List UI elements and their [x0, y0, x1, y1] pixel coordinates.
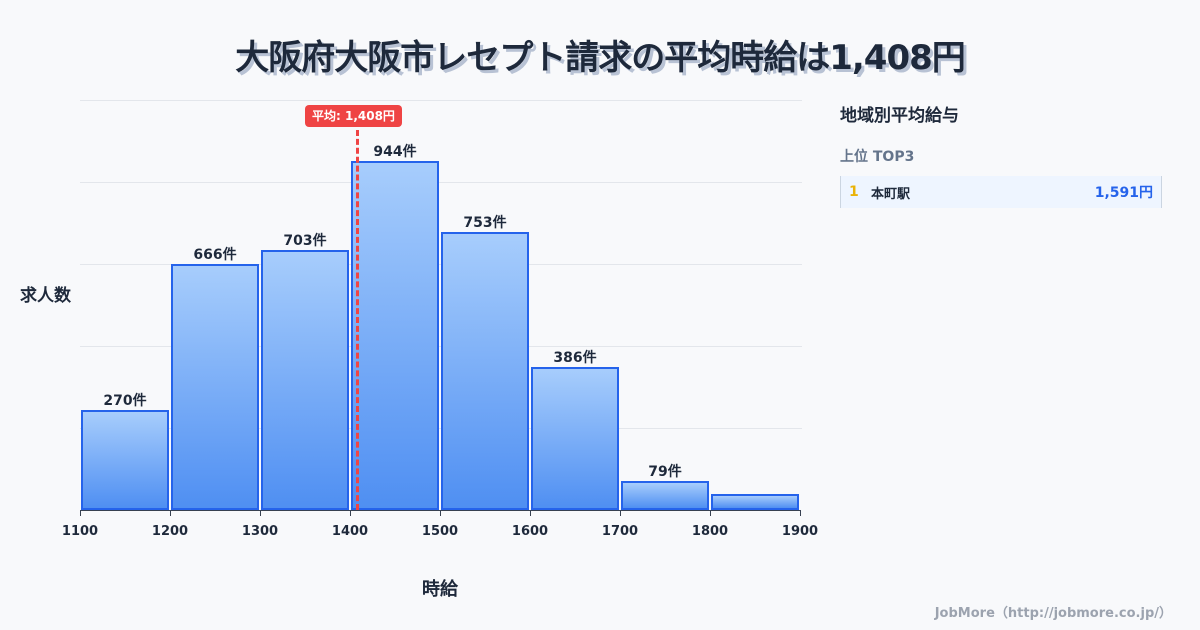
bar-value-label: 944件: [373, 144, 417, 161]
bar-value-label: 79件: [648, 463, 682, 480]
x-tick: [440, 510, 441, 516]
rank-salary-value: 1,591円: [1094, 185, 1153, 201]
average-badge: 平均: 1,408円: [305, 105, 402, 127]
x-tick: [260, 510, 261, 516]
bar-value-label: 753件: [463, 214, 507, 231]
panel-subtitle: 上位 TOP3: [840, 149, 915, 165]
regional-salary-panel: 地域別平均給与 上位 TOP3 1 本町駅 1,591円: [840, 100, 1162, 208]
bar-value-label: 666件: [193, 247, 237, 263]
x-tick-label: 1200: [151, 524, 189, 539]
x-tick: [350, 510, 351, 516]
page-title: 大阪府大阪市レセプト請求の平均時給は1,408円: [235, 38, 966, 78]
histogram-bar: [351, 161, 439, 510]
histogram-bar: [441, 231, 529, 510]
rank-station-name: 本町駅: [871, 186, 911, 202]
y-axis-label: 求人数: [20, 286, 71, 306]
panel-title: 地域別平均給与: [840, 106, 959, 126]
bar-value-label: 270件: [103, 393, 147, 410]
x-tick: [170, 510, 171, 516]
x-tick: [710, 510, 711, 516]
x-tick-label: 1900: [781, 524, 819, 539]
histogram-bar: [81, 410, 169, 510]
x-tick-label: 1400: [331, 524, 369, 539]
rank-number: 1: [849, 184, 859, 200]
x-tick-label: 1300: [241, 524, 279, 539]
gridline: [80, 100, 802, 101]
x-tick-label: 1800: [691, 524, 729, 539]
x-tick: [800, 510, 801, 516]
histogram-bar: [171, 264, 259, 510]
bar-value-label: 386件: [553, 350, 597, 367]
x-axis-label: 時給: [422, 579, 458, 600]
x-tick-label: 1500: [421, 524, 459, 539]
histogram-bar: [621, 480, 709, 510]
histogram-bar: [711, 494, 799, 510]
histogram-bar: [531, 367, 619, 510]
x-tick: [530, 510, 531, 516]
bar-value-label: 703件: [283, 233, 327, 250]
gridline: [80, 182, 802, 183]
footer-credit: JobMore（http://jobmore.co.jp/）: [934, 606, 1172, 621]
rank-row: 1 本町駅 1,591円: [840, 176, 1162, 208]
histogram-chart: 270件 666件 703件 944件 753件 386件 79件 平均: 1,408円 1…: [20, 100, 818, 600]
x-tick-label: 1700: [601, 524, 639, 539]
x-tick-label: 1100: [61, 524, 99, 539]
x-tick: [620, 510, 621, 516]
histogram-bar: [261, 250, 349, 510]
average-line: [356, 130, 359, 510]
x-tick: [80, 510, 81, 516]
x-tick-label: 1600: [511, 524, 549, 539]
